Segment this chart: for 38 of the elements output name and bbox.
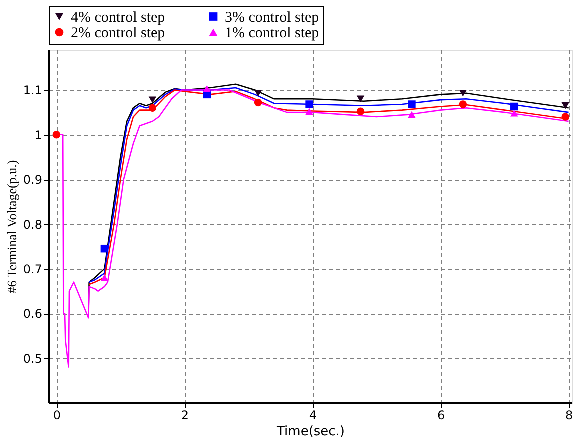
point xyxy=(254,90,262,97)
point xyxy=(408,100,416,108)
point xyxy=(306,100,314,108)
point xyxy=(148,96,157,104)
point xyxy=(459,100,468,108)
point xyxy=(562,113,570,121)
point xyxy=(203,86,211,92)
point xyxy=(459,90,468,97)
legend-label: 4% control step xyxy=(71,10,166,26)
point xyxy=(148,104,157,112)
point xyxy=(510,110,518,117)
point xyxy=(306,108,314,116)
y-tick-label: 1.1 xyxy=(23,84,42,98)
y-tick-label: 0.7 xyxy=(23,262,42,276)
x-tick-label: 0 xyxy=(53,408,61,422)
y-tick-label: 0.9 xyxy=(23,173,42,188)
point xyxy=(52,131,61,139)
legend-label: 2% control step xyxy=(71,26,166,42)
point xyxy=(408,111,416,118)
legend-label: 1% control step xyxy=(225,26,320,42)
x-tick-label: 4 xyxy=(309,408,318,422)
point xyxy=(562,102,570,110)
y-tick-label: 1 xyxy=(34,128,42,142)
y-tick-label: 0.8 xyxy=(23,218,42,232)
point xyxy=(356,96,365,103)
legend-label: 3% control step xyxy=(225,10,320,26)
y-tick-label: 0.5 xyxy=(23,352,42,366)
y-tick-label: 0.6 xyxy=(23,307,42,322)
x-axis-title: Time(sec.) xyxy=(276,424,346,440)
point xyxy=(254,98,262,107)
point xyxy=(510,102,518,111)
point xyxy=(100,274,109,282)
point xyxy=(100,244,109,253)
x-tick-label: 6 xyxy=(437,408,446,422)
y-axis-title: #6 Terminal Voltage(p.u.) xyxy=(4,160,20,294)
point xyxy=(356,108,365,116)
x-tick-label: 8 xyxy=(565,408,574,422)
x-tick-label: 2 xyxy=(181,408,190,422)
